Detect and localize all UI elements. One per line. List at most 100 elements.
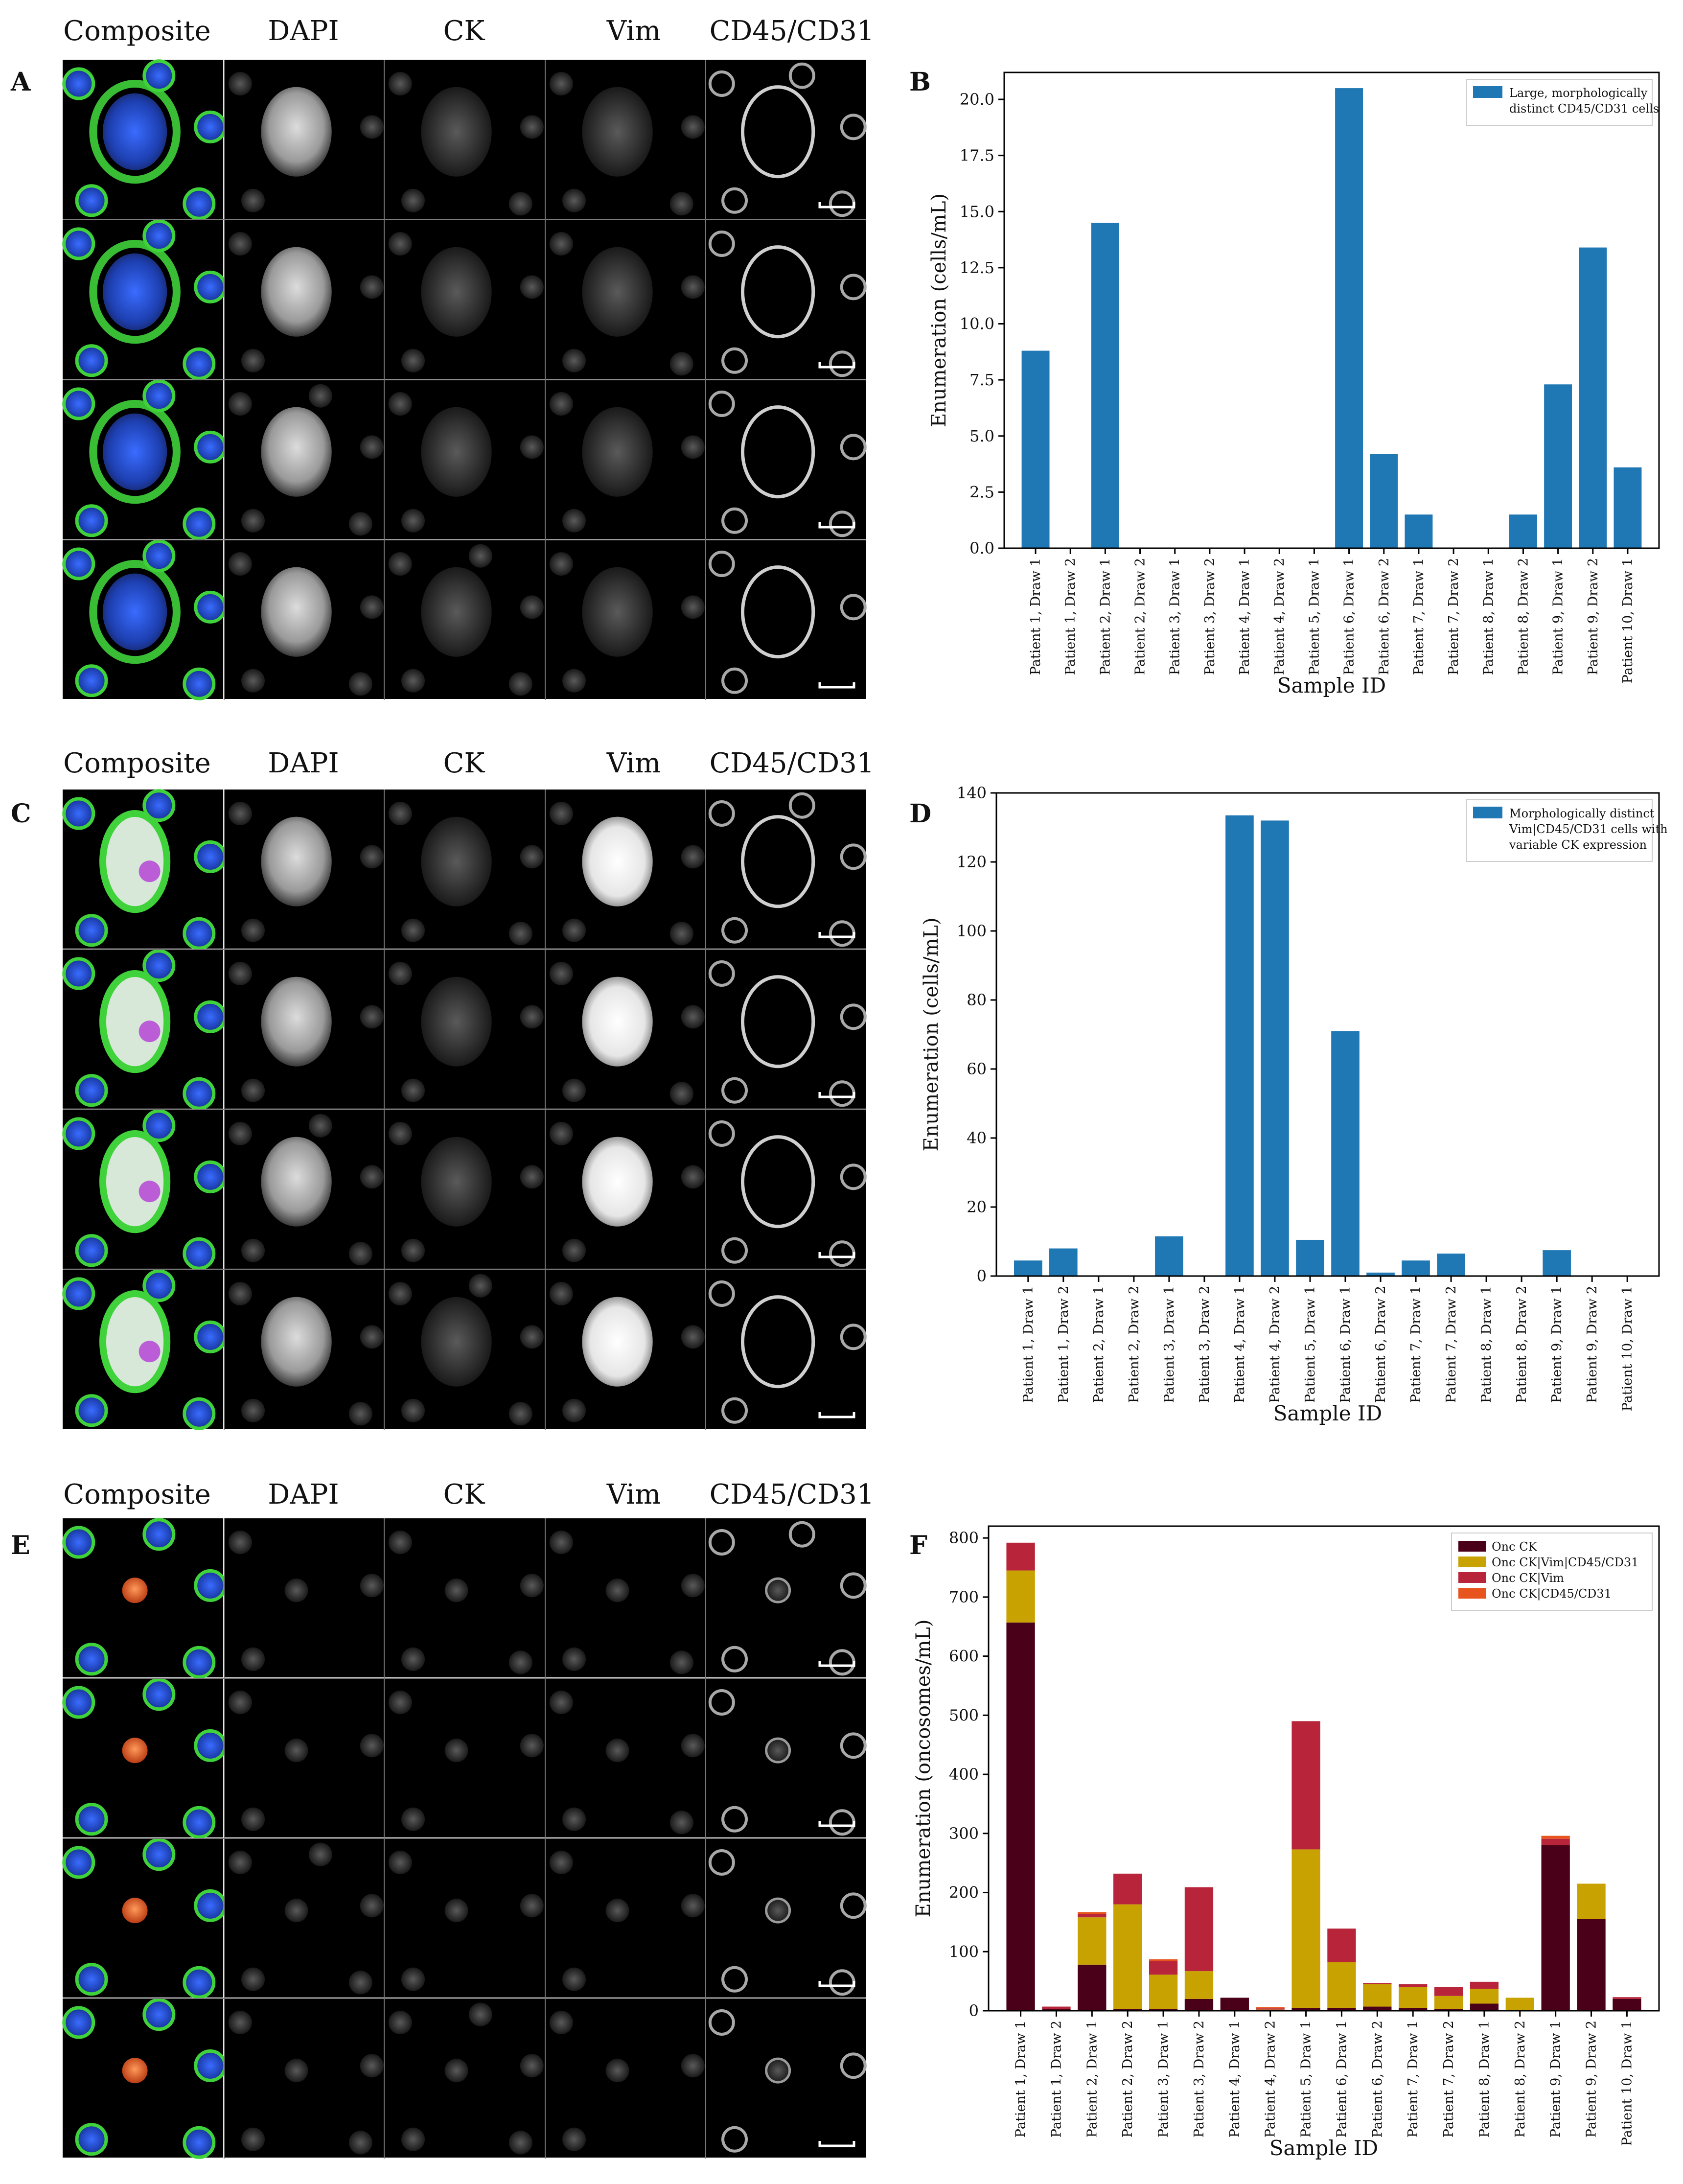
y-tick-label: 200 [949,1883,979,1902]
micrograph-tile [224,1838,385,1998]
bar-onc-ck-vim [1006,1542,1035,1571]
x-tick-label: Patient 4, Draw 2 [1263,2021,1278,2138]
bar-onc-ck-vim [1363,1983,1392,1984]
micrograph-tile [706,1518,867,1677]
legend-label: variable CK expression [1509,838,1647,852]
micrograph-tile [224,1110,385,1269]
header-cd45-cd31: CD45/CD31 [710,747,875,779]
bar-onc-ck-vim-cd45-cd31 [1184,1971,1214,1999]
bar-onc-ck [1434,2009,1463,2011]
scale-bar [818,1821,855,1827]
micrograph-tile [545,1998,706,2158]
micrograph-tile [545,60,706,219]
micrograph-tile [384,1678,545,1837]
bar-morphologically-distinct-vim-c [1261,820,1289,1276]
y-tick-label: 0 [977,1267,987,1285]
x-tick-label: Patient 1, Draw 1 [1021,1286,1036,1403]
micrograph-tile [62,949,227,1110]
x-tick-label: Patient 6, Draw 1 [1342,558,1357,675]
bar-onc-ck-vim [1327,1928,1356,1962]
micrograph-tile [706,1678,867,1837]
micrograph-tile [384,540,545,699]
micrograph-tile [62,1269,227,1430]
legend-swatch [1458,1557,1486,1567]
x-tick-label: Patient 4, Draw 1 [1227,2021,1243,2138]
x-tick-label: Patient 1, Draw 2 [1049,2021,1064,2138]
x-tick-label: Patient 2, Draw 2 [1127,1286,1142,1403]
bar-large-morphologically-distinct [1091,223,1119,548]
bar-onc-ck [1291,2007,1320,2011]
y-tick-label: 15.0 [960,202,994,221]
bar-large-morphologically-distinct [1614,467,1642,548]
micrograph-tile [224,220,385,379]
x-tick-label: Patient 5, Draw 1 [1303,1286,1318,1403]
header-vim: Vim [606,1479,661,1510]
y-tick-label: 2.5 [969,483,994,501]
legend-label: Onc CK|CD45/CD31 [1492,1587,1612,1601]
bar-onc-ck [1220,1998,1249,2011]
micrograph-tile [384,220,545,379]
header-cd45-cd31: CD45/CD31 [710,15,875,47]
x-tick-label: Patient 2, Draw 1 [1091,1286,1107,1403]
x-tick-label: Patient 8, Draw 1 [1479,1286,1494,1403]
micrograph-tile [706,1998,867,2158]
header-ck: CK [443,15,485,47]
micrograph-tile [545,950,706,1109]
x-tick-label: Patient 6, Draw 2 [1370,2021,1385,2138]
bar-morphologically-distinct-vim-c [1014,1260,1042,1276]
micrograph-tile [224,540,385,699]
y-tick-label: 120 [957,853,987,871]
x-tick-label: Patient 6, Draw 1 [1338,1286,1353,1403]
bar-onc-ck [1113,2009,1142,2011]
legend: Large, morphologically distinct CD45/CD31… [1466,79,1659,126]
plot-frame [988,1525,1660,2012]
y-tick-label: 140 [957,784,987,802]
legend-label: Onc CK|Vim|CD45/CD31 [1492,1556,1638,1570]
x-tick-label: Patient 8, Draw 1 [1477,2021,1492,2138]
header-dapi: DAPI [268,1479,339,1510]
x-tick-label: Patient 1, Draw 1 [1014,2021,1029,2138]
panel-letter-d: D [909,799,931,829]
micrograph-grid-a [62,59,867,700]
header-composite: Composite [63,1479,211,1510]
x-tick-label: Patient 9, Draw 1 [1549,1286,1565,1403]
x-tick-label: Patient 10, Draw 1 [1620,558,1636,683]
header-ck: CK [443,1479,485,1510]
bar-morphologically-distinct-vim-c [1437,1254,1465,1276]
x-tick-label: Patient 3, Draw 1 [1168,558,1183,675]
bar-onc-ck-vim [1078,1914,1107,1918]
micrograph-tile [706,1110,867,1269]
micrograph-tile [62,1678,227,1839]
y-tick-label: 400 [949,1765,979,1784]
legend-swatch [1473,86,1502,98]
x-tick-label: Patient 4, Draw 2 [1268,1286,1283,1403]
bar-morphologically-distinct-vim-c [1366,1272,1395,1276]
micrograph-tile [224,1998,385,2158]
micrograph-tile [62,539,227,700]
bar-onc-ck-vim-cd45-cd31 [1505,1998,1534,2011]
scale-bar [818,1092,855,1098]
x-tick-label: Patient 7, Draw 2 [1446,558,1461,675]
bar-morphologically-distinct-vim-c [1049,1248,1078,1276]
bar-onc-ck-vim [1113,1873,1142,1905]
x-tick-label: Patient 4, Draw 2 [1272,558,1287,675]
bar-morphologically-distinct-vim-c [1331,1031,1360,1276]
bar-morphologically-distinct-vim-c [1155,1236,1183,1276]
micrograph-tile [706,60,867,219]
x-tick-label: Patient 9, Draw 2 [1585,1286,1600,1403]
x-tick-label: Patient 3, Draw 1 [1162,1286,1177,1403]
chart-f: 0 100 200 300 400 500 600 700 800 Patient 1, Draw… [912,1525,1660,2160]
scale-bar [818,1661,855,1667]
y-tick-label: 500 [949,1706,979,1724]
bar-onc-ck [1149,2009,1178,2011]
micrograph-tile [706,220,867,379]
x-tick-label: Patient 8, Draw 1 [1481,558,1496,675]
y-tick-label: 80 [967,991,987,1009]
bar-onc-ck-vim [1149,1961,1178,1975]
x-tick-label: Patient 7, Draw 1 [1408,1286,1424,1403]
bar-onc-ck [1006,1622,1035,2011]
bar-onc-ck-vim-cd45-cd31 [1399,1987,1428,2008]
header-vim: Vim [606,15,661,47]
x-tick-label: Patient 5, Draw 1 [1307,558,1322,675]
bar-onc-ck-vim-cd45-cd31 [1363,1984,1392,2007]
